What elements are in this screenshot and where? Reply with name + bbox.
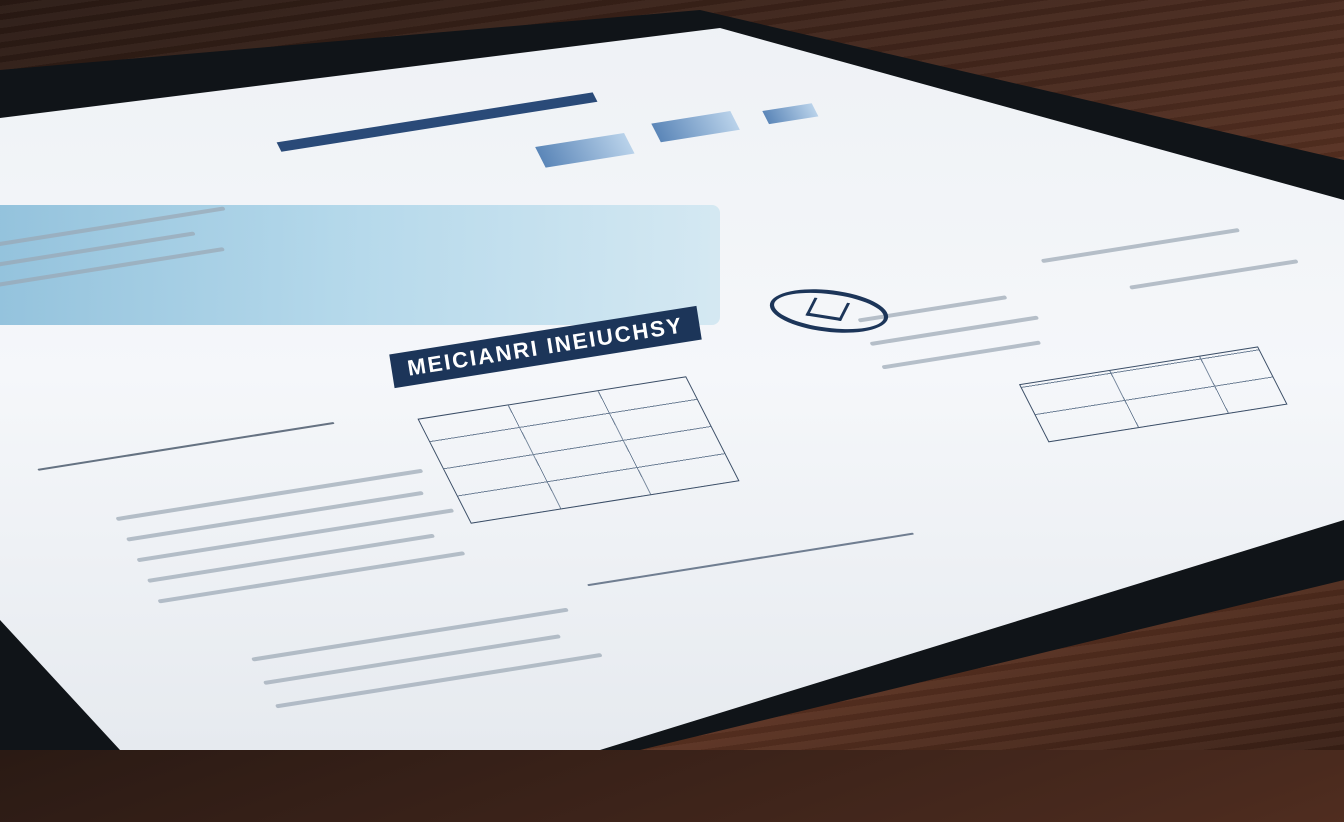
text-line — [0, 247, 226, 295]
text-line — [1040, 228, 1241, 264]
text-line — [262, 634, 562, 685]
top-header-bar — [276, 92, 598, 152]
text-line — [274, 652, 603, 709]
text-line — [157, 551, 466, 604]
divider — [37, 421, 335, 471]
text-line — [251, 607, 569, 662]
thumbnail — [535, 132, 635, 168]
divider — [587, 532, 915, 587]
data-table — [417, 376, 740, 524]
diagram-box — [1018, 346, 1288, 443]
text-line — [146, 533, 436, 583]
text-line — [115, 468, 424, 522]
text-line — [125, 490, 425, 542]
thumbnail — [651, 111, 740, 143]
text-line — [1128, 259, 1299, 290]
text-line — [869, 315, 1040, 346]
text-line — [136, 508, 455, 563]
thumbnail — [762, 103, 819, 125]
text-line — [881, 340, 1042, 370]
